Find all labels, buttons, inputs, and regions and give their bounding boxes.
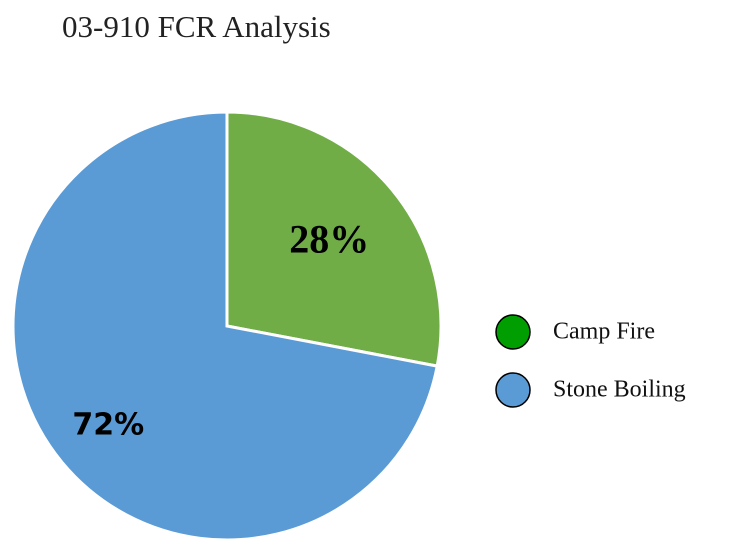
legend-marker [495, 314, 531, 350]
legend-label: Stone Boiling [553, 377, 686, 403]
legend-marker [495, 372, 531, 408]
pie-slice [11, 110, 439, 539]
data-label: 72% [72, 408, 144, 443]
data-label: 28% [289, 217, 369, 262]
chart-title: 03-910 FCR Analysis [62, 9, 331, 44]
legend-label: Camp Fire [553, 319, 655, 345]
pie-slice [225, 110, 443, 368]
